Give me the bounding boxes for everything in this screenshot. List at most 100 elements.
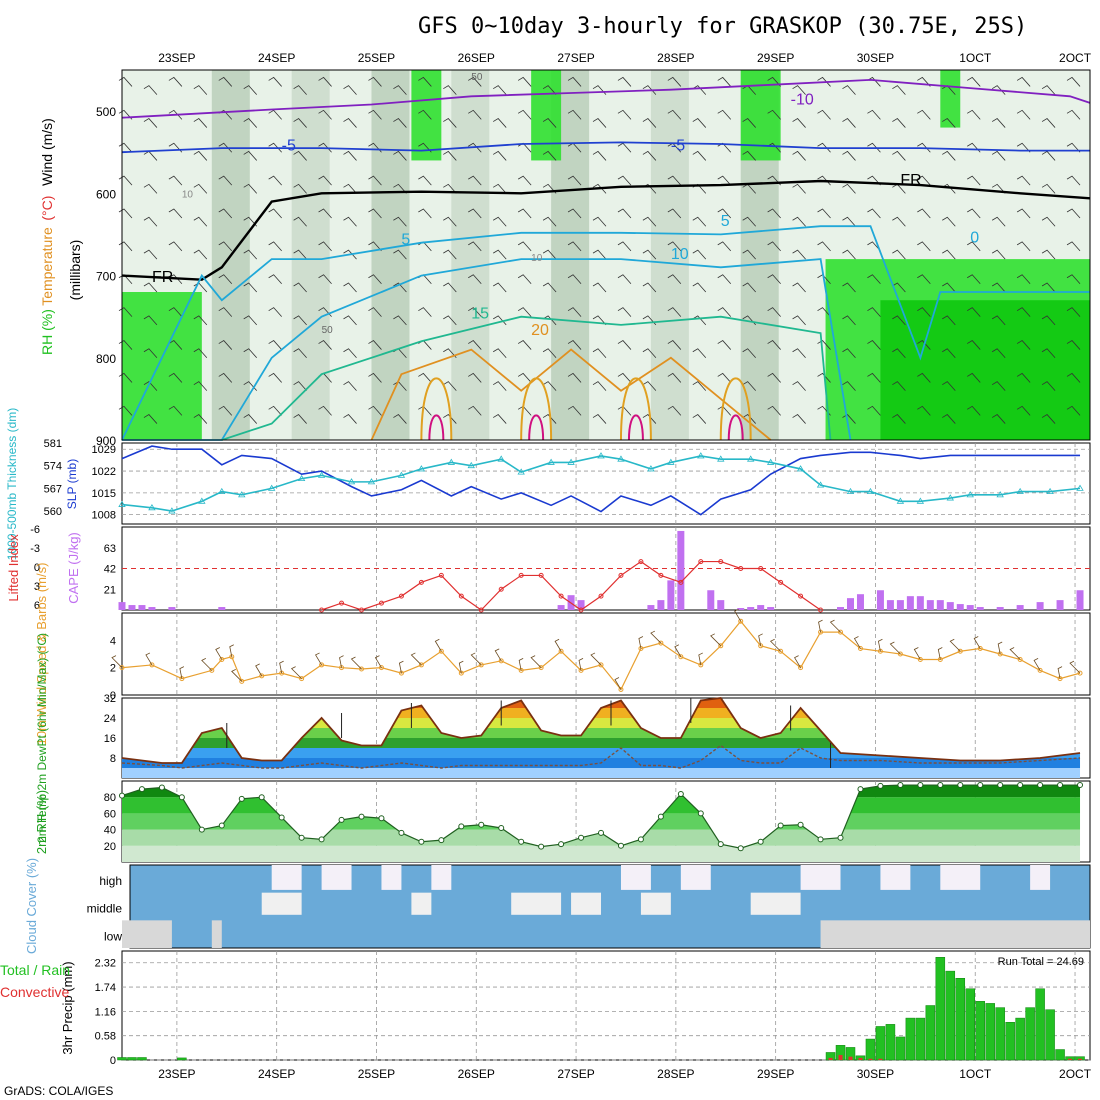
wind-barb-icon xyxy=(143,118,158,128)
slp-panel-frame xyxy=(121,442,1091,525)
wind-barb-icon xyxy=(1066,307,1081,317)
slp-tick: 1022 xyxy=(92,466,116,478)
thickness-marker xyxy=(966,491,974,498)
wind-barb-icon xyxy=(817,307,831,317)
isotherm-loop xyxy=(520,377,553,441)
thickness-marker xyxy=(717,455,725,462)
wind-barb-icon xyxy=(458,660,464,674)
cloud-level-label: high xyxy=(99,874,122,888)
temp-band xyxy=(122,718,1081,728)
wind-barb-icon xyxy=(343,315,357,326)
lifted-index-point xyxy=(578,607,584,613)
cape-bar xyxy=(717,600,725,610)
wind-barb-icon xyxy=(642,249,657,260)
wind-ylabel: 10m Wind Speed & Barbs (m/s) xyxy=(34,563,49,746)
rh-band xyxy=(371,70,410,440)
thickness-marker xyxy=(118,500,126,507)
cape-bar xyxy=(1036,602,1044,610)
wind-barb-icon xyxy=(143,348,158,359)
wind-barb-icon xyxy=(517,76,532,87)
wind-barb-icon xyxy=(1009,647,1021,660)
rh-point xyxy=(1017,782,1024,789)
contour-label: 50 xyxy=(322,325,334,336)
wind-barb-icon xyxy=(991,150,1006,161)
temp-band xyxy=(122,748,1081,758)
wind-barb-icon xyxy=(967,307,981,317)
wind-barb-icon xyxy=(867,340,881,350)
wind-barb-icon xyxy=(542,85,557,95)
thickness-marker xyxy=(1046,487,1054,494)
cross-section-frame xyxy=(121,69,1091,441)
high-cloud-clear xyxy=(381,865,402,890)
wind-barb-icon xyxy=(318,405,332,416)
wind-barb-icon xyxy=(717,340,732,350)
wind-barb-icon xyxy=(493,118,507,128)
isotherm-line xyxy=(121,141,1090,154)
wind-panel-frame xyxy=(121,612,1091,696)
thickness-marker xyxy=(467,461,475,469)
wind-barb-icon xyxy=(168,208,183,219)
wind-tick: 0 xyxy=(110,690,116,702)
wind-barb-icon xyxy=(268,175,282,186)
rh-point xyxy=(598,829,605,836)
wind-barb-icon xyxy=(542,381,557,391)
wind-barb-icon xyxy=(942,414,956,424)
wind-barb-icon xyxy=(1066,208,1081,219)
rh-point xyxy=(358,813,365,820)
temp-tick: 16 xyxy=(104,733,116,745)
rh-point xyxy=(538,843,545,850)
rh-point xyxy=(378,815,385,822)
wind-barb-icon xyxy=(343,216,357,227)
lifted-tick: -3 xyxy=(30,543,40,555)
thickness-marker xyxy=(347,478,356,485)
wind-barb-icon xyxy=(667,76,682,87)
wind-barb-icon xyxy=(792,150,806,161)
wind-barb-icon xyxy=(374,655,382,668)
thickness-marker xyxy=(667,458,675,465)
wind-barb-icon xyxy=(343,85,357,95)
wind-barb-icon xyxy=(218,208,233,219)
cape-bar xyxy=(926,600,934,610)
wind-barb-icon xyxy=(892,216,906,227)
wind-barb-icon xyxy=(517,372,532,383)
wind-barb-icon xyxy=(493,414,507,424)
cape-bar xyxy=(886,600,894,610)
wind-barb-icon xyxy=(667,372,682,383)
rh-point xyxy=(697,810,704,817)
wind-barb-icon xyxy=(991,381,1006,391)
wind-barb-icon xyxy=(268,208,282,219)
wind-barb-icon xyxy=(742,150,756,161)
wind-barb-icon xyxy=(517,175,532,186)
rh-point xyxy=(857,786,864,793)
contour-label: 10 xyxy=(531,253,543,264)
wind-barb-icon xyxy=(692,249,707,260)
wind-barb-icon xyxy=(892,282,906,293)
rh-point xyxy=(1077,782,1084,789)
wind-barb-icon xyxy=(193,216,208,227)
wind-barb-icon xyxy=(368,372,382,383)
wind-barb-icon xyxy=(243,183,258,194)
wind-barb-icon xyxy=(717,76,732,87)
rh-tick: 60 xyxy=(104,808,116,820)
ylabel-units: (millibars) xyxy=(67,240,83,301)
wind-barb-icon xyxy=(817,142,831,153)
rh-tick: 80 xyxy=(104,792,116,804)
precip-bar xyxy=(905,1017,916,1061)
wind-barb-icon xyxy=(867,372,881,383)
wind-barb-icon xyxy=(343,381,357,391)
wind-barb-icon xyxy=(617,340,632,350)
wind-barb-icon xyxy=(468,307,482,317)
wind-barb-icon xyxy=(434,638,442,652)
thickness-marker xyxy=(996,491,1004,498)
precip-convective-label: Convective xyxy=(0,984,69,1000)
wind-speed-point xyxy=(259,673,265,679)
cross-section-ylabel: RH (%) Temperature (°C) Wind (m/s) xyxy=(39,118,55,355)
wind-barb-icon xyxy=(742,381,756,391)
series-line-thickness xyxy=(121,455,1081,512)
bottom-date-label: 30SEP xyxy=(857,1067,894,1081)
wind-barb-icon xyxy=(917,274,931,285)
wind-barb-icon xyxy=(118,241,133,252)
cape-bar xyxy=(218,607,226,610)
cape-ylabel: CAPE (J/kg) xyxy=(66,532,81,604)
isotherm-line xyxy=(122,258,852,441)
